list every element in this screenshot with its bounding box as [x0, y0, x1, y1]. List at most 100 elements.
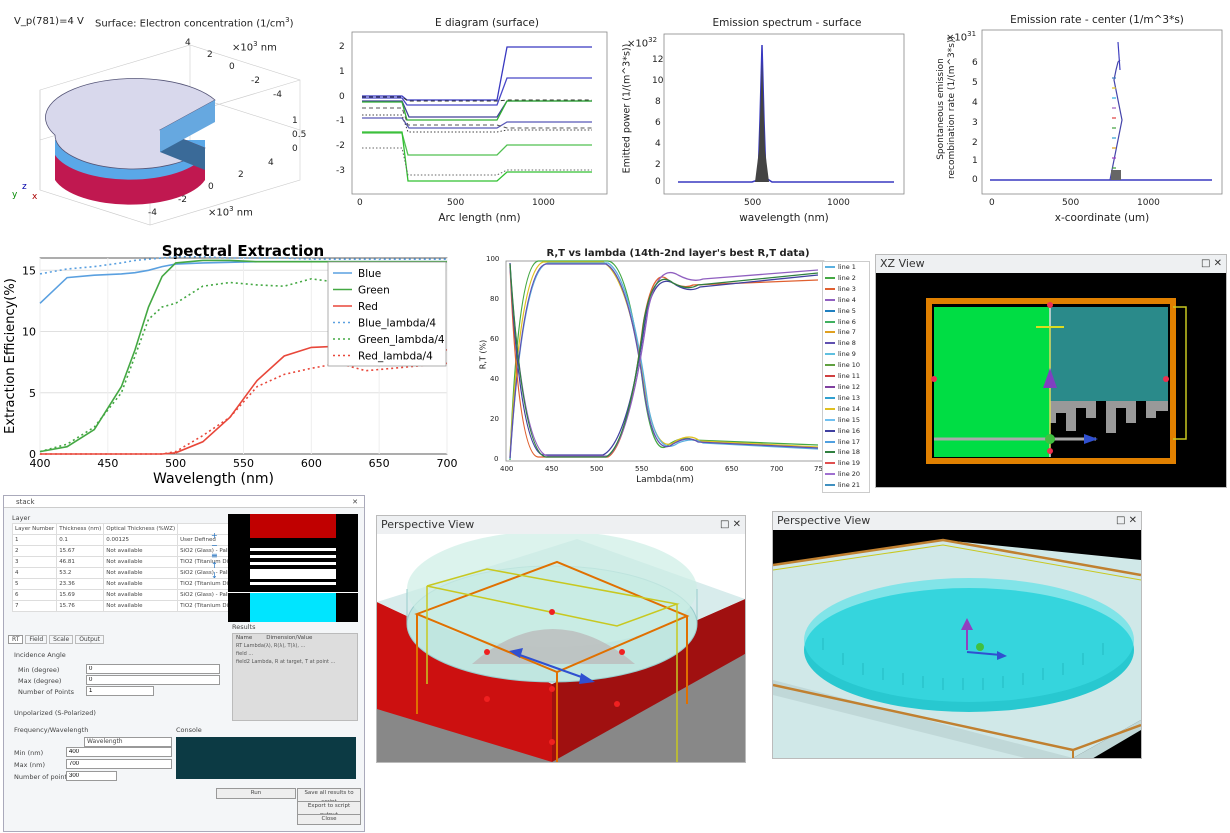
surface-label: Surface: Electron concentration (1/cm3) [95, 16, 294, 30]
legend-swatch [825, 309, 835, 312]
emission-graphic [663, 33, 905, 195]
legend-swatch [825, 353, 835, 356]
rt-xtick-3: 550 [635, 465, 649, 473]
xz-view-header: XZ View □ ✕ [876, 255, 1226, 273]
pie-tick-z2: 0 [292, 144, 298, 154]
window-controls[interactable]: □ ✕ [1115, 515, 1137, 526]
legend-label: line 9 [838, 350, 856, 359]
legend-swatch [825, 440, 835, 443]
window-controls[interactable]: □ ✕ [719, 519, 741, 530]
min-degree-label: Min (degree) [18, 666, 60, 674]
tab-rt[interactable]: RT [8, 635, 24, 644]
table-row: 5 23.36 Not available TiO2 (Titanium Di [11, 578, 236, 590]
tab-field[interactable]: Field [25, 635, 48, 644]
layer-label: Layer [12, 514, 31, 522]
rt-ytick-5: 0 [494, 455, 499, 463]
table-row: 3 46.81 Not available TiO2 (Titanium Di [11, 556, 236, 568]
unit-bottom-label: ×103 nm [208, 205, 253, 219]
legend-swatch [825, 266, 835, 268]
legend-swatch [825, 364, 835, 367]
table-header: Layer Number Thickness (nm) Optical Thickn… [11, 523, 236, 535]
perspective-view-1[interactable]: Perspective View □ ✕ [376, 515, 746, 763]
layer-toolbar[interactable]: + − ≡ ↑ ↓ [211, 531, 218, 580]
em-xtick-1: 1000 [827, 198, 850, 208]
em-ytick-3: 6 [655, 118, 661, 128]
y-axis-label: Extraction Efficiency(%) [3, 278, 18, 434]
pie-tick-r4: -4 [273, 90, 282, 100]
pv2-header: Perspective View □ ✕ [773, 512, 1141, 530]
rate-xtick-1: 500 [1062, 198, 1080, 208]
legend-entry: line 15 [823, 415, 869, 426]
rate-graphic [981, 29, 1223, 195]
max-degree-label: Max (degree) [18, 677, 62, 685]
legend-label: line 5 [838, 306, 856, 315]
tab-output[interactable]: Output [75, 635, 105, 644]
ediag-ytick-3: -1 [336, 116, 345, 126]
x-axis-label: Wavelength (nm) [153, 471, 274, 487]
polarization-label[interactable]: Unpolarized (S-Polarized) [14, 709, 96, 717]
max-degree-input[interactable] [86, 675, 220, 685]
rt-ytick-2: 60 [490, 335, 499, 343]
results-panel[interactable]: Name Dimension/Value RT Lambda(λ), R(λ), … [232, 633, 358, 721]
legend-swatch [825, 429, 835, 432]
spectral-extraction-chart: 400 450 500 550 600 650 700 15 10 5 0 Wavelength (n… [0, 240, 460, 495]
rt-title: R,T vs lambda (14th-2nd layer's best R,T… [546, 248, 810, 259]
legend-label: line 19 [838, 459, 861, 468]
rate-ytick-4: 2 [972, 138, 978, 148]
spectral-extraction-svg: 400 450 500 550 600 650 700 15 10 5 0 Wavelength (n… [3, 242, 458, 487]
legend-entry: line 3 [823, 284, 869, 295]
rt-ytick-3: 40 [490, 375, 499, 383]
rt-xtick-5: 650 [725, 465, 739, 473]
min-degree-input[interactable] [86, 664, 220, 674]
y-tick-label: 5 [29, 387, 36, 400]
perspective-view-2[interactable]: Perspective View □ ✕ [772, 511, 1142, 759]
ediag-ytick-1: 1 [339, 67, 345, 77]
legend-swatch [825, 320, 835, 323]
close-icon[interactable]: ✕ [352, 498, 358, 506]
max-nm-label: Max (nm) [14, 761, 46, 769]
x-tick-label: 650 [369, 457, 390, 470]
legend-swatch [825, 462, 835, 465]
y-tick-label: 10 [22, 326, 36, 339]
console-area[interactable] [176, 737, 356, 779]
max-nm-input[interactable] [66, 759, 172, 769]
legend-entry: line 8 [823, 338, 869, 349]
npts-input[interactable] [86, 686, 154, 696]
rt-ytick-1: 80 [490, 295, 499, 303]
legend-box [327, 261, 447, 367]
min-nm-input[interactable] [66, 747, 172, 757]
window-controls[interactable]: □ ✕ [1200, 258, 1222, 269]
legend-label: line 2 [838, 273, 856, 282]
xz-view-window[interactable]: XZ View □ ✕ [875, 254, 1227, 488]
x-tick-label: 400 [30, 457, 51, 470]
axis-triad-z: z [22, 182, 27, 192]
pie-tick-r2: 0 [229, 62, 235, 72]
tab-scale[interactable]: Scale [49, 635, 74, 644]
rt-graphic [505, 260, 825, 462]
em-xtick-0: 500 [744, 198, 762, 208]
incidence-label: Incidence Angle [14, 651, 66, 659]
run-button[interactable]: Run [216, 788, 296, 799]
close-button[interactable]: Close [297, 814, 361, 825]
rate-ytick-1: 5 [972, 78, 978, 88]
legend-entry: line 12 [823, 382, 869, 393]
table-row: 4 53.2 Not available SiO2 (Glass) - Palik [11, 567, 236, 579]
rt-ytick-0: 100 [486, 255, 500, 263]
rate-xlabel: x-coordinate (um) [1054, 212, 1150, 224]
legend-swatch [825, 342, 835, 345]
rt-chart: R,T vs lambda (14th-2nd layer's best R,T… [478, 245, 870, 495]
stack-dialog[interactable]: stack ✕ Layer Layer Number Thickness (nm) O… [3, 495, 365, 832]
layer-table[interactable]: Layer Number Thickness (nm) Optical Thickn… [11, 523, 236, 612]
pie-tick-z1: 0.5 [292, 130, 307, 140]
legend-entry: line 14 [823, 404, 869, 415]
e-diagram-plot: E diagram (surface) 2 1 0 -1 -2 -3 0 500… [322, 0, 612, 235]
tab-bar[interactable]: RT Field Scale Output [8, 635, 105, 644]
npoints-input[interactable] [66, 771, 117, 781]
em-ytick-2: 8 [655, 97, 661, 107]
legend-label: line 15 [838, 415, 861, 424]
legend-entry: line 1 [823, 262, 869, 273]
pie-tick-b3: 2 [238, 170, 244, 180]
legend-entry: line 20 [823, 469, 869, 480]
pie-tick-b4: 4 [268, 158, 274, 168]
freq-select[interactable]: Wavelength [84, 737, 172, 747]
